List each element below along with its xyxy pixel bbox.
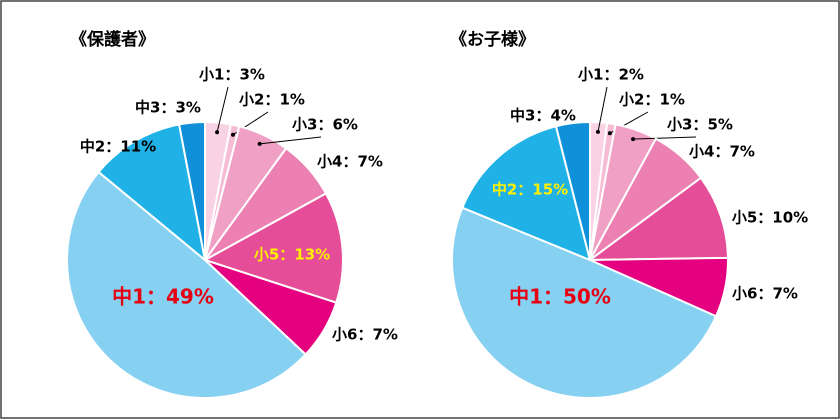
pie-slice [554, 120, 591, 261]
pie-slice [177, 120, 206, 261]
data-label: 中2：11% [80, 138, 156, 156]
pie-slice [202, 192, 344, 304]
data-label: 小4：7% [689, 143, 755, 161]
chart-title: 《保護者》 [70, 29, 155, 50]
data-label: 中3：4% [510, 107, 576, 125]
data-label: 中3：3% [135, 99, 201, 117]
data-label: 小2：1% [619, 91, 685, 109]
pie-slice [66, 170, 308, 399]
leader-dot [631, 137, 636, 142]
leader-dot [607, 131, 612, 136]
data-label: 小6：7% [732, 285, 798, 303]
data-label: 小3：5% [667, 116, 733, 134]
leader-dot [230, 132, 235, 137]
data-label: 中1：49% [112, 285, 214, 309]
leader-dot [595, 129, 600, 134]
pie-slice [97, 123, 207, 263]
data-label: 小6：7% [332, 326, 398, 344]
data-label: 小1：2% [578, 66, 644, 84]
data-label: 小5：10% [732, 209, 808, 227]
leader-dot [215, 130, 220, 135]
data-label: 小5：13% [254, 246, 330, 264]
chart-title: 《お子様》 [450, 29, 535, 50]
leader-line [216, 86, 229, 133]
data-label: 中1：50% [509, 285, 611, 309]
data-label: 小3：6% [292, 116, 358, 134]
data-label: 中2：15% [492, 181, 568, 199]
leader-dot [257, 141, 262, 146]
pie-slice [451, 206, 718, 399]
leader-line [259, 136, 322, 145]
leader-line [597, 86, 608, 133]
data-label: 小4：7% [317, 153, 383, 171]
leader-line [633, 136, 697, 140]
data-label: 小1：3% [199, 66, 265, 84]
pie-slice [586, 176, 729, 262]
pie-slice [460, 125, 592, 262]
data-label: 小2：1% [239, 91, 305, 109]
